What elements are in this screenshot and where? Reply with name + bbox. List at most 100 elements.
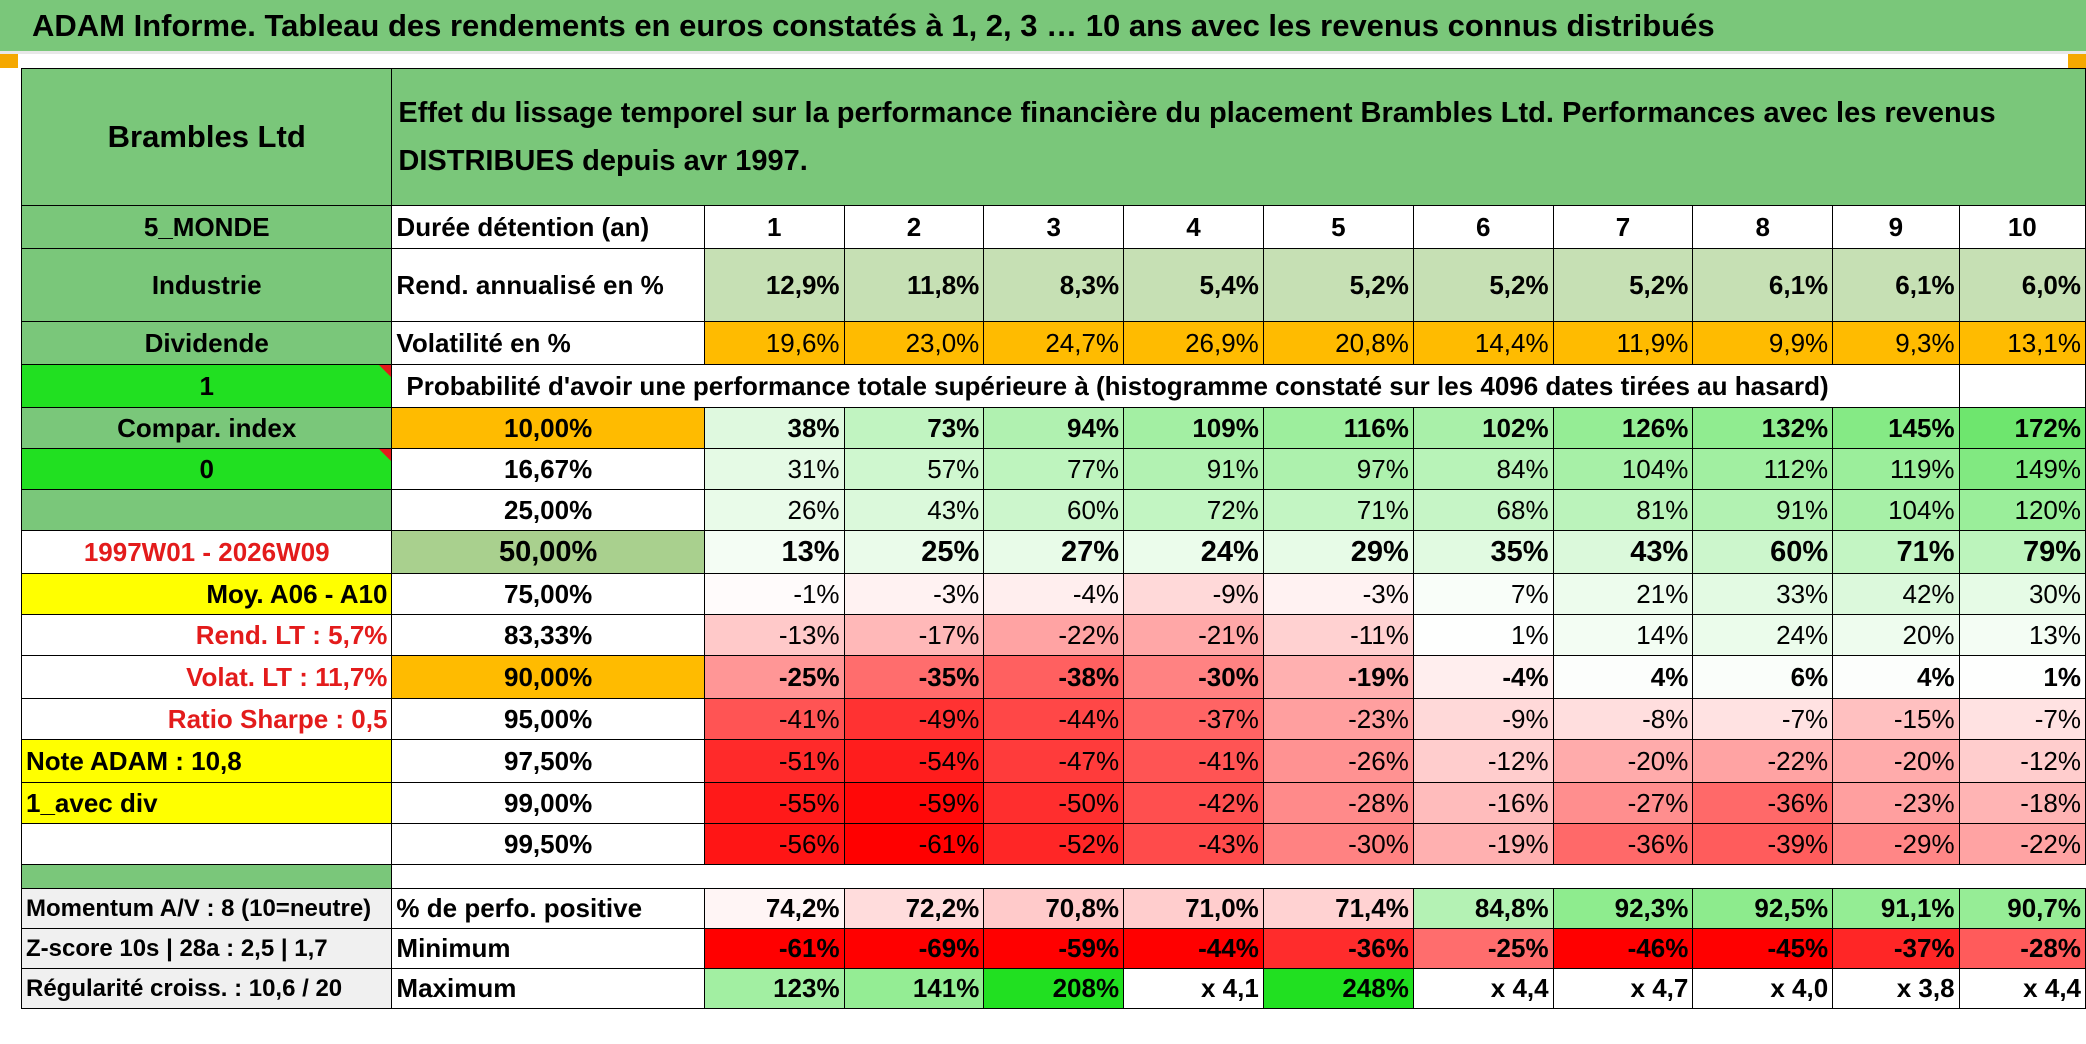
prob-value: -4% (1412, 655, 1554, 699)
dividend-label: Dividende (20, 321, 393, 365)
vol-label: Volatilité en % (391, 321, 705, 365)
sector-label: Industrie (20, 248, 393, 322)
prob-value: -12% (1958, 739, 2086, 783)
maximum-value: x 3,8 (1832, 968, 1960, 1009)
prob-value: 4% (1832, 655, 1960, 699)
vol-value: 20,8% (1262, 321, 1414, 365)
prob-value: -9% (1123, 573, 1264, 615)
prob-value: -4% (983, 573, 1125, 615)
prob-value: 73% (843, 407, 985, 449)
prob-value: -16% (1412, 782, 1554, 824)
prob-value: 20% (1832, 614, 1960, 656)
level-cell: 95,00% (391, 698, 705, 740)
positive-value: 90,7% (1958, 888, 2086, 929)
level-cell: 97,50% (391, 739, 705, 783)
level-cell: 16,67% (391, 448, 705, 490)
prob-value: -54% (843, 739, 985, 783)
rend-value: 11,8% (843, 248, 985, 322)
prob-value: 91% (1123, 448, 1264, 490)
rend-value: 8,3% (983, 248, 1125, 322)
prob-value: -20% (1552, 739, 1694, 783)
maximum-value: x 4,1 (1123, 968, 1264, 1009)
prob-value: 43% (843, 489, 985, 531)
prob-value: 172% (1958, 407, 2086, 449)
positive-value: 71,0% (1123, 888, 1264, 929)
prob-value: -47% (983, 739, 1125, 783)
vol-value: 11,9% (1552, 321, 1694, 365)
minimum-value: -44% (1123, 928, 1264, 969)
positive-value: 71,4% (1262, 888, 1414, 929)
rend-value: 6,1% (1832, 248, 1960, 322)
prob-value: -17% (843, 614, 985, 656)
prob-value: -7% (1958, 698, 2086, 740)
prob-value: 21% (1552, 573, 1694, 615)
prob-value: 27% (983, 530, 1125, 574)
year-header: 6 (1412, 205, 1554, 249)
prob-value: 104% (1832, 489, 1960, 531)
prob-value: 1% (1412, 614, 1554, 656)
prob-value: -30% (1123, 655, 1264, 699)
prob-value: -28% (1262, 782, 1414, 824)
prob-value: -20% (1832, 739, 1960, 783)
positive-value: 74,2% (703, 888, 845, 929)
prob-value: 43% (1552, 530, 1694, 574)
maximum-value: x 4,4 (1958, 968, 2086, 1009)
prob-value: -56% (703, 823, 845, 865)
vol-value: 9,9% (1692, 321, 1834, 365)
positive-value: 72,2% (843, 888, 985, 929)
volat-lt-label: Volat. LT : 11,7% (20, 655, 393, 699)
prob-value: 72% (1123, 489, 1264, 531)
positive-value: 84,8% (1412, 888, 1554, 929)
prob-value: -18% (1958, 782, 2086, 824)
prob-value: -12% (1412, 739, 1554, 783)
prob-value: -21% (1123, 614, 1264, 656)
rend-value: 5,2% (1552, 248, 1694, 322)
prob-value: -3% (1262, 573, 1414, 615)
vol-value: 19,6% (703, 321, 845, 365)
note-adam-label: Note ADAM : 10,8 (20, 739, 393, 783)
prob-value: -30% (1262, 823, 1414, 865)
prob-value: -55% (703, 782, 845, 824)
prob-value: -41% (1123, 739, 1264, 783)
prob-value: 116% (1262, 407, 1414, 449)
prob-value: -3% (843, 573, 985, 615)
prob-value: -35% (843, 655, 985, 699)
prob-value: 112% (1692, 448, 1834, 490)
maximum-value: 141% (843, 968, 985, 1009)
flag-zero-cell[interactable]: 0 (20, 448, 393, 490)
prob-value: 13% (703, 530, 845, 574)
prob-value: 24% (1123, 530, 1264, 574)
prob-value: -26% (1262, 739, 1414, 783)
maximum-label: Maximum (391, 968, 705, 1009)
flag-one-cell[interactable]: 1 (20, 364, 393, 408)
report-title: ADAM Informe. Tableau des rendements en … (32, 8, 1715, 43)
level-cell: 90,00% (391, 655, 705, 699)
corner-marker-left (0, 54, 18, 68)
prob-value: 84% (1412, 448, 1554, 490)
prob-value: -7% (1692, 698, 1834, 740)
prob-value: -52% (983, 823, 1125, 865)
minimum-value: -61% (703, 928, 845, 969)
prob-value: 126% (1552, 407, 1694, 449)
duration-label: Durée détention (an) (391, 205, 705, 249)
maximum-value: 123% (703, 968, 845, 1009)
prob-value: 60% (983, 489, 1125, 531)
moy-label: Moy. A06 - A10 (20, 573, 393, 615)
year-header: 3 (983, 205, 1125, 249)
empty-green-cell (20, 489, 393, 531)
positive-value: 92,3% (1552, 888, 1694, 929)
avec-div-label: 1_avec div (20, 782, 393, 824)
prob-value: 97% (1262, 448, 1414, 490)
prob-value: 4% (1552, 655, 1694, 699)
vol-value: 13,1% (1958, 321, 2086, 365)
minimum-value: -59% (983, 928, 1125, 969)
probability-title: Probabilité d'avoir une performance tota… (391, 364, 1833, 408)
positive-label: % de perfo. positive (391, 888, 705, 929)
prob-value: 1% (1958, 655, 2086, 699)
prob-value: -50% (983, 782, 1125, 824)
corner-marker-right (2068, 54, 2086, 68)
vol-value: 26,9% (1123, 321, 1264, 365)
prob-value: 132% (1692, 407, 1834, 449)
prob-value: 91% (1692, 489, 1834, 531)
minimum-value: -36% (1262, 928, 1414, 969)
